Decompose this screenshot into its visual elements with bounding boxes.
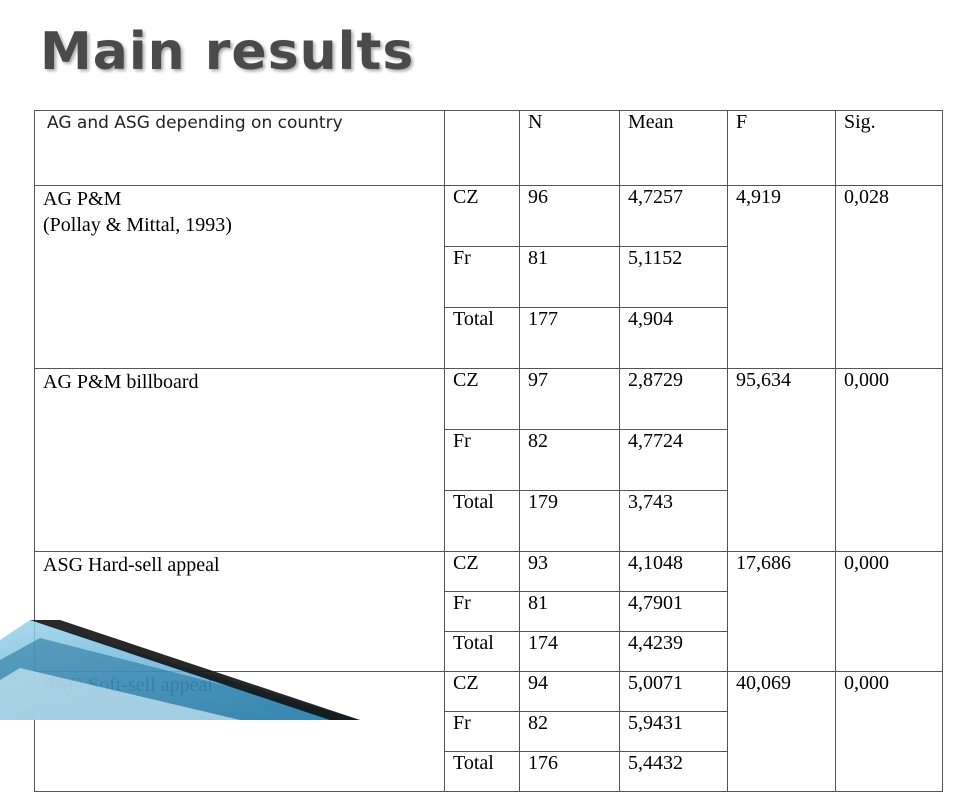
group-label: AG P&M billboard — [34, 368, 445, 552]
table-header-row: AG and ASG depending on country N Mean F… — [34, 110, 943, 186]
sig-cell: 0,000 — [835, 671, 943, 792]
n-cell: 174 — [519, 631, 620, 672]
country-cell: CZ — [444, 671, 520, 712]
header-sig: Sig. — [835, 110, 943, 186]
table-row: ASG Soft-sell appeal CZ 94 5,0071 40,069 0,00… — [34, 671, 943, 792]
country-cell: CZ — [444, 185, 520, 247]
f-cell: 4,919 — [727, 185, 836, 369]
header-group — [444, 110, 520, 186]
table-row: Total 179 3,743 — [35, 490, 943, 552]
mean-cell: 2,8729 — [619, 368, 728, 430]
table-row: AG P&M billboard CZ 97 2,8729 95,634 0,000 — [34, 368, 943, 552]
f-cell: 40,069 — [727, 671, 836, 792]
results-table: AG and ASG depending on country N Mean F… — [34, 110, 943, 792]
mean-cell: 4,7901 — [619, 591, 728, 632]
country-cell: Fr — [444, 591, 520, 632]
country-cell: Fr — [444, 711, 520, 752]
n-cell: 81 — [519, 246, 620, 308]
table-row: Fr 82 4,7724 — [35, 429, 943, 491]
f-cell: 95,634 — [727, 368, 836, 552]
n-cell: 82 — [519, 429, 620, 491]
country-cell: CZ — [444, 551, 520, 592]
n-cell: 97 — [519, 368, 620, 430]
header-mean: Mean — [619, 110, 728, 186]
mean-cell: 5,9431 — [619, 711, 728, 752]
country-cell: Fr — [444, 246, 520, 308]
table-row: ASG Hard-sell appeal CZ 93 4,1048 17,686 0,00… — [34, 551, 943, 672]
group-label: ASG Soft-sell appeal — [34, 671, 445, 792]
table-row: Total 177 4,904 — [35, 307, 943, 369]
mean-cell: 3,743 — [619, 490, 728, 552]
n-cell: 96 — [519, 185, 620, 247]
group-label: AG P&M (Pollay & Mittal, 1993) — [34, 185, 445, 369]
table-row: Total 174 4,4239 — [35, 631, 943, 672]
n-cell: 176 — [519, 751, 620, 792]
sig-cell: 0,000 — [835, 551, 943, 672]
header-n: N — [519, 110, 620, 186]
country-cell: CZ — [444, 368, 520, 430]
mean-cell: 5,0071 — [619, 671, 728, 712]
country-cell: Total — [444, 307, 520, 369]
group-label: ASG Hard-sell appeal — [34, 551, 445, 672]
mean-cell: 5,1152 — [619, 246, 728, 308]
n-cell: 179 — [519, 490, 620, 552]
mean-cell: 4,904 — [619, 307, 728, 369]
mean-cell: 4,1048 — [619, 551, 728, 592]
n-cell: 177 — [519, 307, 620, 369]
country-cell: Fr — [444, 429, 520, 491]
header-f: F — [727, 110, 836, 186]
n-cell: 93 — [519, 551, 620, 592]
mean-cell: 4,4239 — [619, 631, 728, 672]
country-cell: Total — [444, 490, 520, 552]
n-cell: 94 — [519, 671, 620, 712]
country-cell: Total — [444, 751, 520, 792]
f-cell: 17,686 — [727, 551, 836, 672]
table-row: Fr 81 4,7901 — [35, 591, 943, 632]
n-cell: 82 — [519, 711, 620, 752]
table-row: Fr 81 5,1152 — [35, 246, 943, 308]
slide-title: Main results — [40, 22, 415, 82]
country-cell: Total — [444, 631, 520, 672]
mean-cell: 5,4432 — [619, 751, 728, 792]
header-label: AG and ASG depending on country — [34, 110, 445, 186]
n-cell: 81 — [519, 591, 620, 632]
sig-cell: 0,028 — [835, 185, 943, 369]
sig-cell: 0,000 — [835, 368, 943, 552]
mean-cell: 4,7257 — [619, 185, 728, 247]
table-row: AG P&M (Pollay & Mittal, 1993) CZ 96 4,7257… — [34, 185, 943, 369]
mean-cell: 4,7724 — [619, 429, 728, 491]
